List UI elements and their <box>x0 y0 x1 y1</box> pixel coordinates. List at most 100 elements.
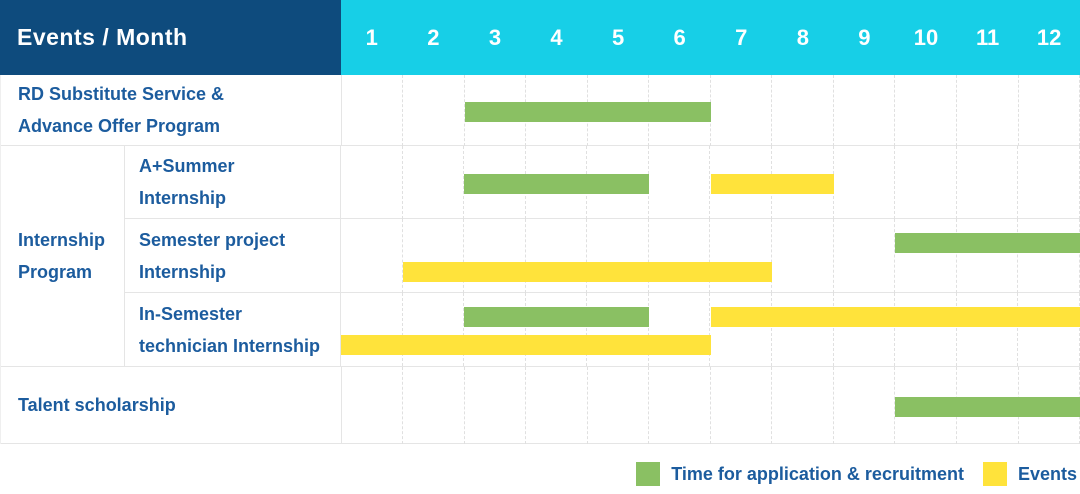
month-grid-cell <box>341 293 403 366</box>
group-internship-program: Internship Program A+Summer Internship S… <box>1 146 1080 367</box>
legend-label-event: Events <box>1017 463 1077 484</box>
chart-area-talent-scholarship <box>342 367 1080 444</box>
row-label-line: RD Substitute Service & <box>18 84 225 104</box>
gantt-bar-event <box>710 173 834 194</box>
month-grid-cell <box>464 219 526 293</box>
group-label-line: Program <box>18 262 93 282</box>
row-label-line: A+Summer <box>139 156 235 176</box>
table-header: Events / Month 1 2 3 4 5 6 7 8 9 10 11 12 <box>0 0 1080 75</box>
month-grid-cell <box>341 146 403 219</box>
month-header-cell: 9 <box>858 24 871 50</box>
month-grid-cell <box>834 146 896 219</box>
month-grid-cell <box>403 367 465 444</box>
month-header-cell: 6 <box>673 24 686 50</box>
month-grid-cell <box>772 293 834 366</box>
chart-area-in-semester <box>341 293 1080 366</box>
month-grid-cell <box>957 75 1019 146</box>
month-grid-cell <box>957 146 1019 219</box>
month-grid-cell <box>834 367 896 444</box>
row-label-line: Internship <box>139 188 227 208</box>
month-grid-cell <box>772 75 834 146</box>
legend-item-event: Events <box>982 462 1077 486</box>
month-grid-cell <box>465 367 527 444</box>
month-grid-cell <box>772 367 834 444</box>
chart-area-semester-project <box>341 219 1080 293</box>
month-grid-cell <box>834 75 896 146</box>
month-grid-cell <box>403 146 465 219</box>
month-grid-cell <box>526 293 588 366</box>
month-grid-cell <box>834 293 896 366</box>
month-grid-cell <box>1018 293 1080 366</box>
gantt-bar-event <box>402 262 773 282</box>
month-grid-cell <box>403 293 465 366</box>
row-label-line: Advance Offer Program <box>18 116 221 136</box>
row-label-in-semester: In-Semester technician Internship <box>125 293 341 366</box>
events-month-title: Events / Month <box>17 24 188 50</box>
month-grid-cell <box>649 146 711 219</box>
row-label-a-summer: A+Summer Internship <box>125 146 341 218</box>
month-grid-cell <box>711 75 773 146</box>
gantt-body: RD Substitute Service & Advance Offer Pr… <box>0 75 1080 444</box>
row-semester-project: Semester project Internship <box>125 219 1080 293</box>
row-in-semester: In-Semester technician Internship <box>125 293 1080 366</box>
row-a-summer: A+Summer Internship <box>125 146 1080 219</box>
month-header-cell: 8 <box>796 24 809 50</box>
gantt-bar-application <box>464 173 649 194</box>
month-grid-cell <box>587 219 649 293</box>
month-header-cell: 7 <box>735 24 748 50</box>
row-talent-scholarship: Talent scholarship <box>1 367 1080 444</box>
month-header-cell: 12 <box>1036 24 1062 50</box>
chart-area-rd-substitute <box>342 75 1080 146</box>
month-grid-cell <box>895 75 958 146</box>
month-header-cell: 4 <box>550 24 563 50</box>
month-header-cell: 1 <box>365 24 378 50</box>
month-grid-cell <box>957 219 1019 293</box>
month-grid-cell <box>464 293 526 366</box>
row-label-line: technician Internship <box>139 335 321 356</box>
legend-swatch-green <box>636 462 661 486</box>
month-grid-cell <box>895 219 957 293</box>
month-grid-cell <box>1018 146 1080 219</box>
month-grid-cell <box>1019 75 1080 146</box>
month-grid-cell <box>895 146 957 219</box>
month-header-row: 1 2 3 4 5 6 7 8 9 10 11 12 <box>341 0 1080 75</box>
group-label-internship-program: Internship Program <box>1 146 125 366</box>
row-label-line: Semester project <box>139 229 286 250</box>
legend-item-application: Time for application & recruitment <box>636 462 964 486</box>
month-grid-cell <box>649 219 711 293</box>
month-grid-cell <box>649 367 711 444</box>
month-grid-cell <box>895 293 957 366</box>
month-grid-cell <box>710 219 773 293</box>
row-label-semester-project: Semester project Internship <box>125 219 341 292</box>
events-month-header-cell: Events / Month <box>0 0 341 75</box>
month-grid-cell <box>587 293 649 366</box>
row-rd-substitute: RD Substitute Service & Advance Offer Pr… <box>1 75 1080 146</box>
row-label-line: In-Semester <box>139 303 243 324</box>
month-header-cell: 11 <box>975 24 1000 50</box>
month-header-cell: 2 <box>427 24 440 50</box>
gantt-bar-application <box>464 101 711 122</box>
month-grid-cell <box>526 367 588 444</box>
legend: Time for application & recruitment Event… <box>636 462 1077 486</box>
month-grid-cell <box>342 367 404 444</box>
gantt-bar-application <box>464 307 649 327</box>
month-grid-cell <box>834 219 896 293</box>
gantt-bar-application <box>895 233 1080 253</box>
month-grid-cell <box>957 293 1019 366</box>
row-label-line: Internship <box>139 261 227 282</box>
month-grid-cell <box>526 219 588 293</box>
group-label-line: Internship <box>18 230 106 250</box>
row-label-line: Talent scholarship <box>18 395 176 415</box>
month-grid-cell <box>772 219 834 293</box>
month-header-cell: 5 <box>611 24 625 50</box>
month-grid-cell <box>649 293 711 366</box>
month-header-cell: 10 <box>913 24 939 50</box>
gantt-bar-event <box>341 335 711 355</box>
gantt-bar-event <box>710 307 1080 327</box>
month-grid-cell <box>711 367 773 444</box>
chart-area-a-summer <box>341 146 1080 219</box>
row-label-rd-substitute: RD Substitute Service & Advance Offer Pr… <box>1 75 342 145</box>
gantt-bar-application <box>895 396 1080 417</box>
month-grid-cell <box>342 75 404 146</box>
